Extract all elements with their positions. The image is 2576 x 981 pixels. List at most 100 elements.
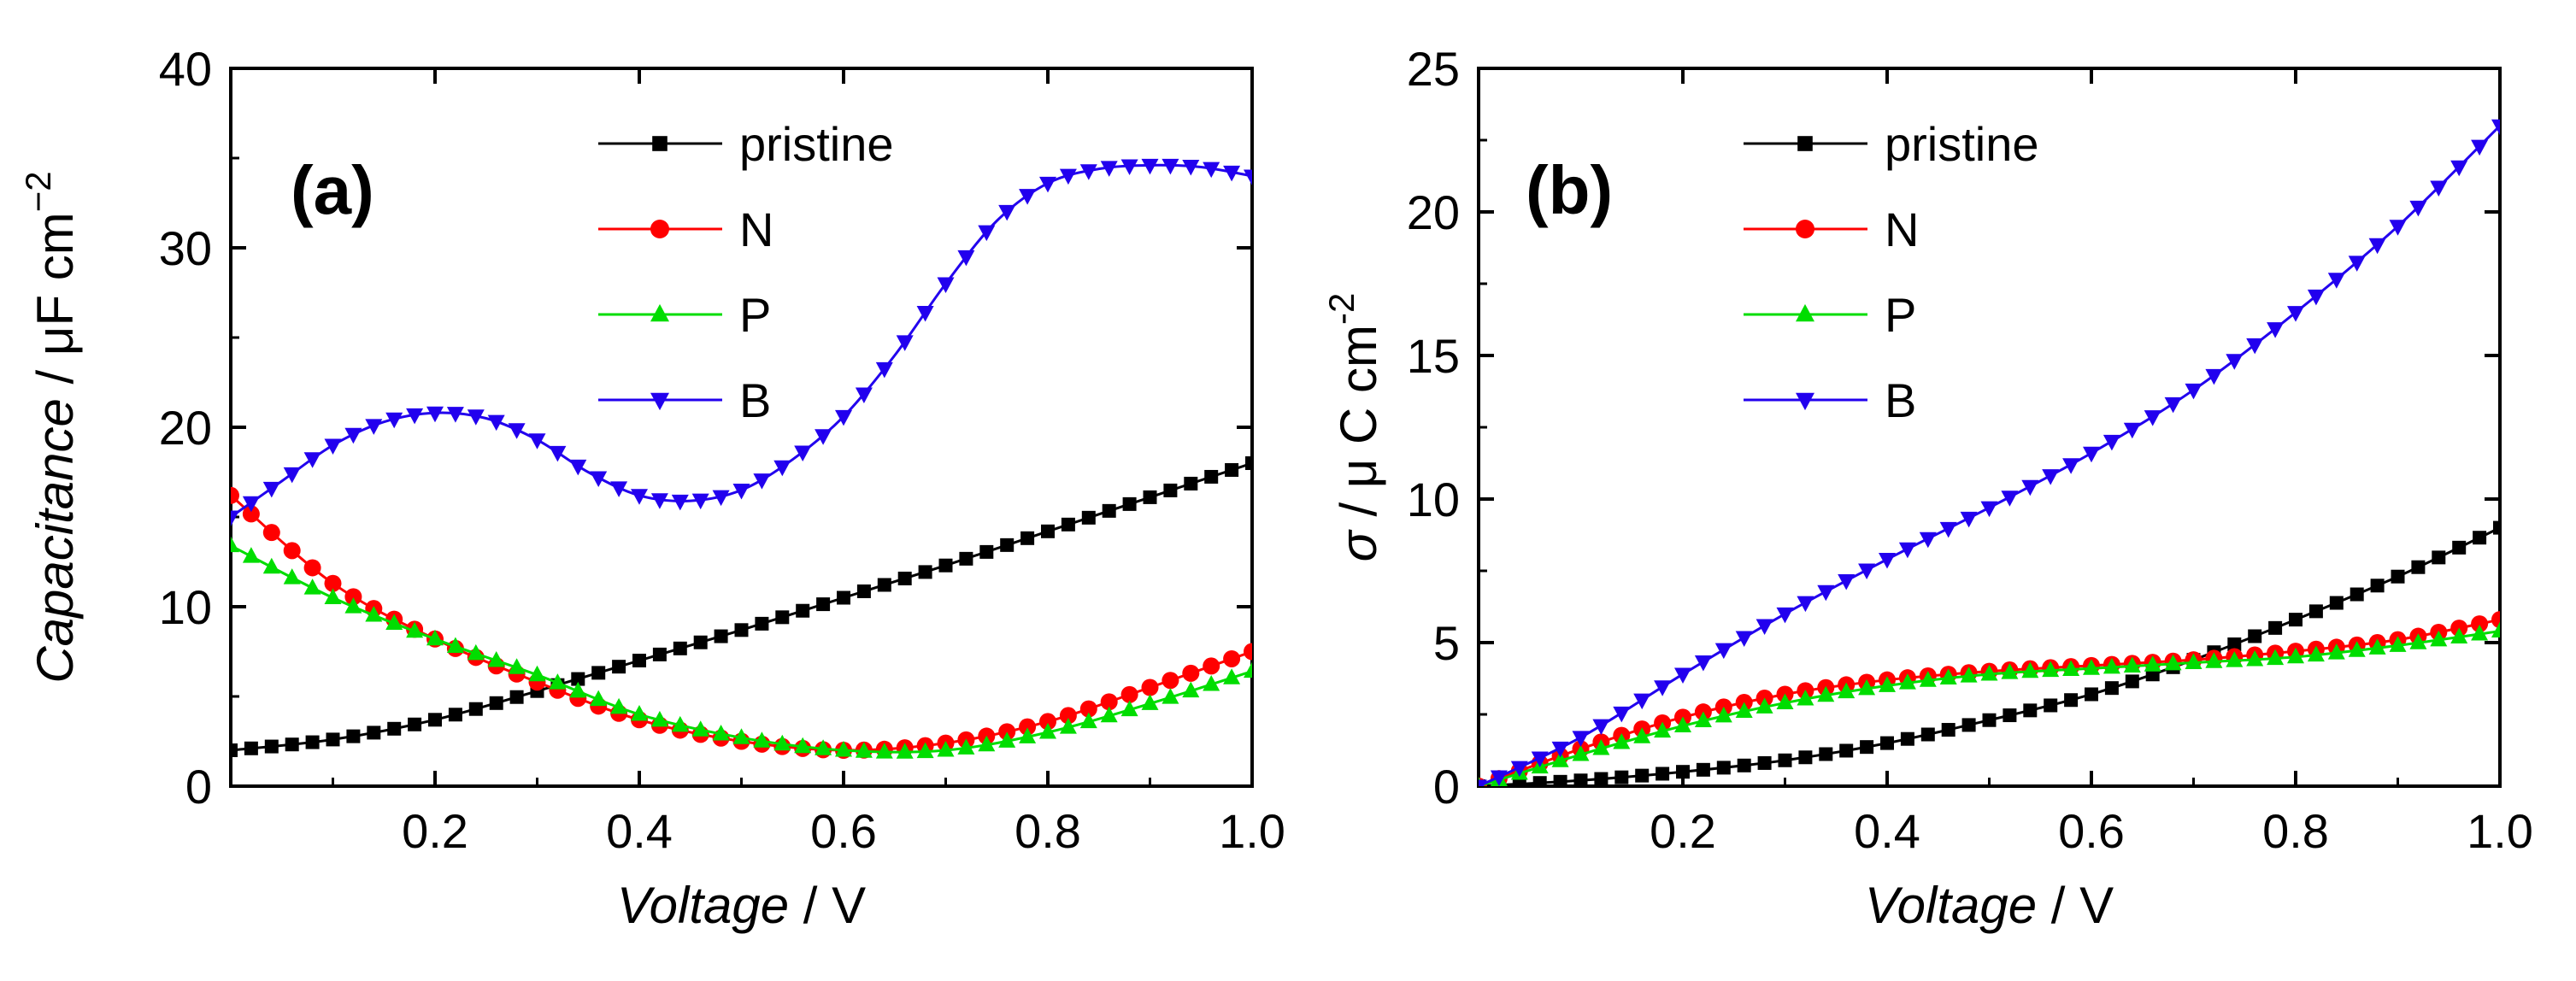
data-point-B (957, 250, 975, 267)
data-point-P (1797, 689, 1814, 706)
data-point-pristine (714, 629, 728, 643)
data-point-pristine (244, 741, 258, 755)
data-point-B (569, 459, 587, 476)
data-point-P (365, 606, 383, 622)
data-point-B (978, 225, 996, 242)
data-point-B (691, 493, 709, 510)
data-point-P (2103, 657, 2120, 674)
data-point-P (2267, 649, 2285, 666)
data-point-N (1182, 664, 1200, 682)
data-point-B (1141, 158, 1159, 175)
data-point-B (385, 412, 403, 429)
data-point-P (446, 637, 464, 654)
data-point-B (1551, 741, 1569, 758)
panel-label: (b) (1526, 152, 1613, 228)
data-point-pristine (591, 666, 606, 680)
data-point-P (1162, 688, 1179, 704)
data-point-P (569, 681, 587, 698)
data-point-N (1019, 718, 1037, 736)
data-point-pristine (2308, 604, 2323, 619)
data-point-P (262, 557, 280, 574)
data-point-B (406, 408, 424, 425)
data-point-B (1898, 542, 1916, 559)
plot-frame (229, 67, 1254, 788)
y-tick-label: 20 (1407, 185, 1460, 239)
data-point-B (631, 489, 648, 505)
data-point-P (1838, 682, 1856, 699)
data-point-P (916, 742, 934, 759)
data-point-pristine (1716, 761, 1731, 775)
x-tick-label: 1.0 (1219, 804, 1285, 858)
data-point-pristine (1941, 723, 1956, 737)
data-point-pristine (2125, 674, 2139, 689)
data-point-N (1079, 700, 1097, 718)
data-point-B (344, 427, 362, 444)
data-point-pristine (1961, 718, 1976, 732)
data-point-B (1858, 563, 1876, 580)
data-point-pristine (612, 660, 626, 674)
data-point-B (1838, 574, 1856, 590)
data-point-B (1919, 532, 1937, 549)
data-point-B (2083, 446, 2100, 463)
data-point-P (467, 643, 485, 661)
data-point-B (835, 409, 852, 426)
data-point-pristine (367, 725, 381, 740)
data-point-B (815, 429, 832, 445)
data-point-pristine (652, 647, 667, 661)
data-point-pristine (346, 729, 361, 743)
data-point-pristine (816, 597, 831, 612)
data-point-P (855, 742, 873, 758)
data-point-B (1059, 168, 1077, 185)
data-point-B (2246, 338, 2264, 355)
legend-marker-N (650, 220, 669, 238)
series-N (1479, 611, 2500, 786)
series-P (231, 536, 1252, 759)
data-point-P (1735, 702, 1753, 719)
data-point-N (1141, 678, 1159, 696)
data-point-P (1817, 685, 1835, 702)
data-point-B (487, 414, 505, 432)
data-point-N (2491, 611, 2500, 629)
data-point-B (2185, 383, 2203, 400)
data-point-B (1244, 169, 1252, 185)
data-point-B (2021, 479, 2039, 496)
data-point-B (508, 423, 526, 439)
data-point-pristine (1676, 765, 1690, 779)
data-point-P (998, 731, 1016, 748)
data-point-P (1858, 678, 1876, 696)
data-point-pristine (1614, 770, 1629, 784)
data-point-pristine (837, 590, 850, 605)
data-point-N (2471, 615, 2489, 633)
data-point-P (242, 547, 260, 563)
data-point-N (242, 505, 260, 523)
data-point-B (2450, 160, 2468, 177)
data-point-P (2205, 652, 2223, 668)
data-point-P (528, 665, 546, 682)
data-point-pristine (2473, 531, 2487, 545)
data-point-B (896, 335, 914, 351)
data-point-B (650, 493, 668, 509)
data-point-P (590, 690, 608, 707)
data-point-P (896, 743, 914, 759)
data-point-B (2471, 139, 2489, 156)
data-point-B (1960, 511, 1978, 528)
data-point-P (385, 614, 403, 631)
legend-label-pristine: pristine (1885, 117, 2039, 171)
data-point-P (2471, 625, 2489, 641)
x-tick-label: 0.2 (1650, 804, 1716, 858)
data-point-P (1141, 694, 1159, 710)
panel-label: (a) (291, 152, 374, 228)
data-point-P (344, 597, 362, 614)
data-point-pristine (1245, 456, 1252, 470)
data-point-pristine (755, 616, 769, 631)
data-point-B (262, 481, 280, 498)
data-point-B (916, 305, 934, 322)
data-point-B (1735, 631, 1753, 647)
data-point-B (283, 467, 301, 484)
data-point-B (446, 407, 464, 423)
data-point-pristine (285, 737, 299, 752)
data-point-pristine (1225, 462, 1239, 477)
data-point-pristine (2227, 637, 2242, 651)
data-point-pristine (1163, 483, 1178, 497)
